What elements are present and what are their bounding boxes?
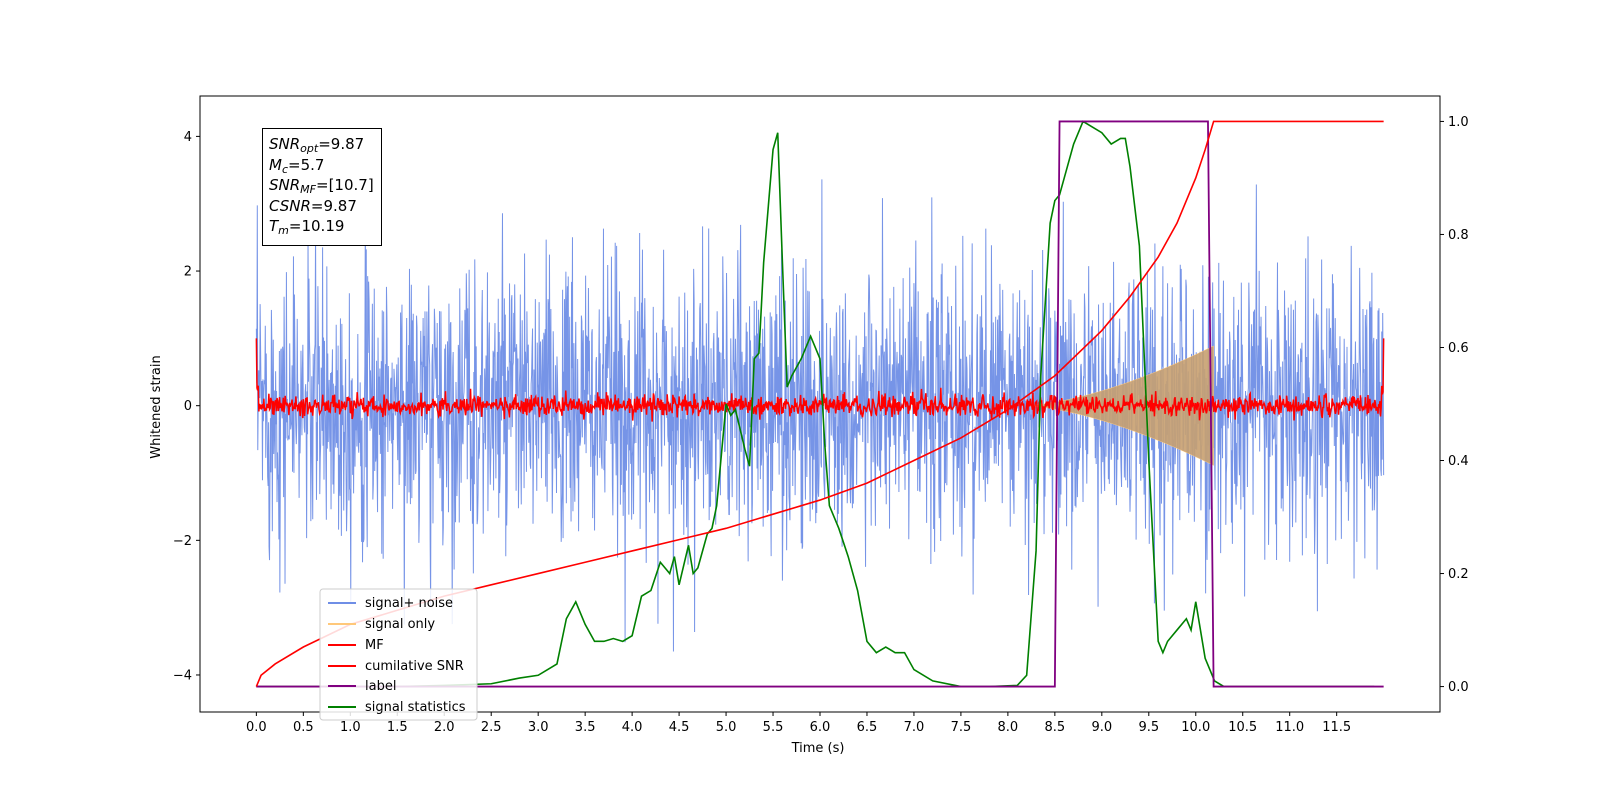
legend-label-label: label	[365, 679, 396, 694]
y-axis-left: −4 −2 0 2 4	[173, 130, 200, 683]
x-tick-label: 1.0	[340, 720, 361, 735]
snr-opt-symbol: SNR	[269, 135, 301, 153]
x-tick-label: 11.5	[1322, 720, 1351, 735]
legend-entry: signal+ noise	[328, 596, 453, 611]
legend-label-signal-only: signal only	[365, 617, 435, 632]
legend-label-signal-noise: signal+ noise	[365, 596, 453, 611]
snr-mf-symbol: SNR	[269, 176, 301, 194]
y2-tick-label: 0.4	[1448, 454, 1469, 469]
csnr-line: CSNR=9.87	[269, 196, 375, 217]
x-tick-label: 9.5	[1138, 720, 1159, 735]
mf-line	[255, 338, 1385, 422]
legend-entry: MF	[328, 638, 384, 653]
mf-series	[255, 338, 1385, 422]
snr-annotation-box: SNRopt=9.87 Mc=5.7 SNRMF=[10.7] CSNR=9.8…	[262, 128, 382, 246]
snr-mf-line: SNRMF=[10.7]	[269, 175, 375, 196]
mc-line: Mc=5.7	[269, 155, 375, 176]
x-tick-label: 8.5	[1045, 720, 1066, 735]
y-tick-label: −4	[173, 668, 192, 683]
label-line	[256, 120, 1384, 688]
y2-tick-label: 0.8	[1448, 228, 1469, 243]
x-tick-label: 6.0	[810, 720, 831, 735]
y-axis-title: Whitened strain	[149, 355, 164, 458]
y-tick-label: 2	[184, 265, 192, 280]
snr-opt-value: =9.87	[318, 135, 365, 153]
y-tick-label: 0	[184, 399, 192, 414]
x-tick-label: 10.0	[1181, 720, 1210, 735]
legend-label-signal-statistics: signal statistics	[365, 700, 466, 715]
x-tick-label: 5.5	[763, 720, 784, 735]
x-axis: 0.0 0.5 1.0 1.5 2.0 2.5 3.0 3.5 4.0 4.5 5.0 5.5 6.0 6…	[246, 712, 1351, 735]
legend-label-mf: MF	[365, 638, 384, 653]
y2-tick-label: 1.0	[1448, 115, 1469, 130]
x-tick-label: 11.0	[1275, 720, 1304, 735]
legend-entry: label	[328, 679, 396, 694]
y-axis-right: 0.0 0.2 0.4 0.6 0.8 1.0	[1440, 115, 1469, 695]
x-tick-label: 4.0	[622, 720, 643, 735]
y2-tick-label: 0.6	[1448, 341, 1469, 356]
x-tick-label: 5.0	[716, 720, 737, 735]
snr-opt-line: SNRopt=9.87	[269, 134, 375, 155]
mc-subscript: c	[281, 162, 289, 176]
x-tick-label: 0.5	[293, 720, 314, 735]
tm-symbol: T	[269, 217, 279, 235]
x-tick-label: 4.5	[669, 720, 690, 735]
y-tick-label: −2	[173, 534, 192, 549]
y-tick-label: 4	[184, 130, 192, 145]
legend-entry: cumilative SNR	[328, 659, 464, 674]
x-tick-label: 3.5	[575, 720, 596, 735]
snr-mf-value: =[10.7]	[316, 176, 374, 194]
mc-symbol: M	[269, 155, 282, 174]
x-tick-label: 10.5	[1228, 720, 1257, 735]
legend-entry: signal only	[328, 617, 435, 632]
x-tick-label: 7.5	[951, 720, 972, 735]
legend-entry: signal statistics	[328, 700, 466, 715]
legend: signal+ noise signal only MF cumilative …	[319, 588, 478, 721]
x-tick-label: 2.5	[481, 720, 502, 735]
x-tick-label: 9.0	[1091, 720, 1112, 735]
x-tick-label: 8.0	[998, 720, 1019, 735]
tm-line: Tm=10.19	[269, 216, 375, 237]
signal-statistics-line	[256, 120, 1375, 688]
csnr-value: =9.87	[310, 196, 357, 215]
tm-subscript: m	[278, 224, 289, 237]
x-tick-label: 6.5	[857, 720, 878, 735]
y2-tick-label: 0.2	[1448, 567, 1469, 582]
x-axis-title: Time (s)	[791, 741, 845, 756]
plot-area	[255, 120, 1385, 688]
x-tick-label: 7.0	[904, 720, 925, 735]
snr-opt-subscript: opt	[300, 142, 319, 155]
x-tick-label: 1.5	[387, 720, 408, 735]
snr-mf-subscript: MF	[300, 183, 316, 196]
csnr-symbol: CSNR	[269, 196, 311, 215]
mc-value: =5.7	[288, 155, 325, 174]
x-tick-label: 2.0	[434, 720, 455, 735]
tm-value: =10.19	[288, 217, 345, 235]
legend-frame	[319, 588, 478, 721]
x-tick-label: 0.0	[246, 720, 267, 735]
y2-tick-label: 0.0	[1448, 680, 1469, 695]
x-tick-label: 3.0	[528, 720, 549, 735]
legend-label-cumulative-snr: cumilative SNR	[365, 659, 464, 674]
